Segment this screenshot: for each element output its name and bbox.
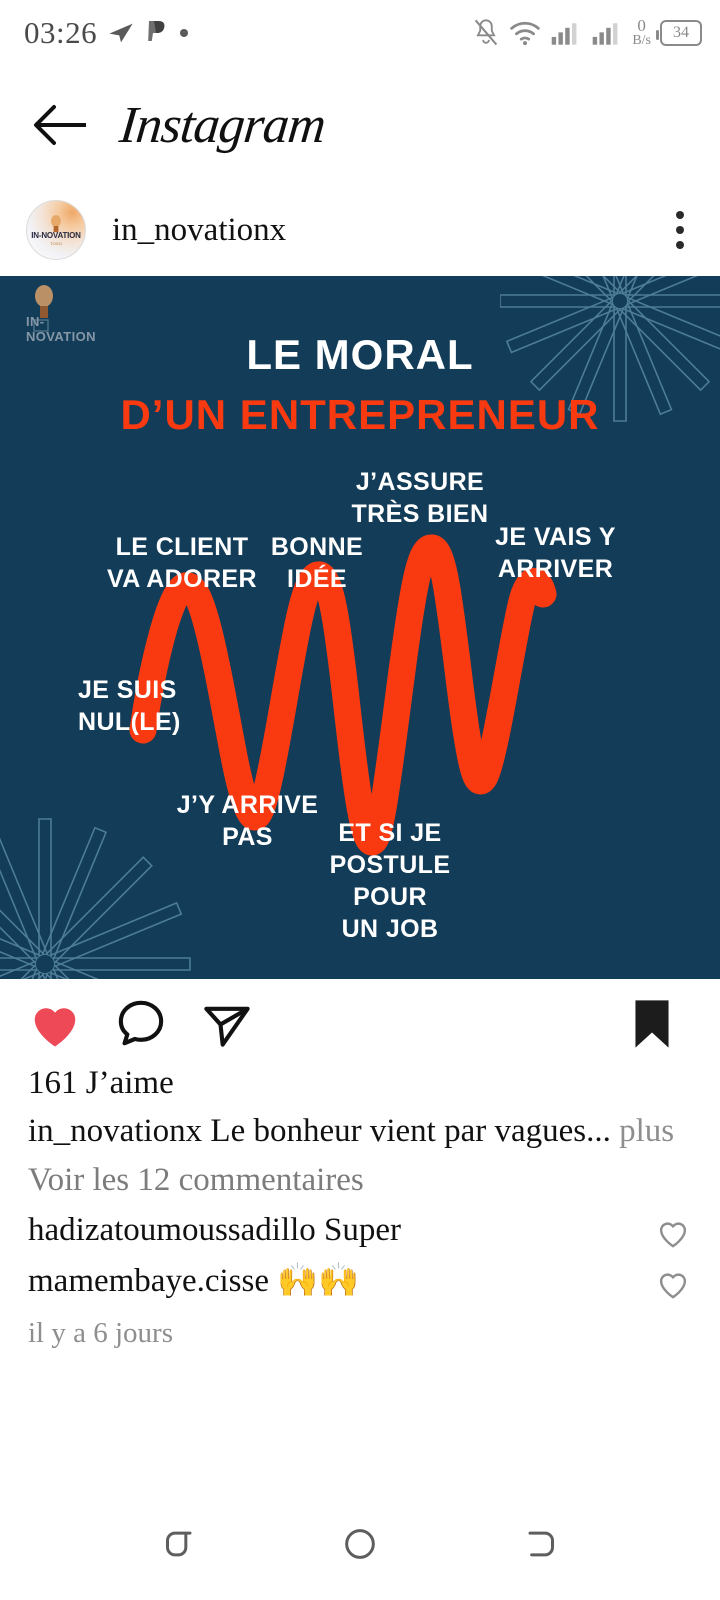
avatar[interactable]: IN-NOVATION TOGO — [26, 200, 86, 260]
notifications-muted-icon — [475, 19, 498, 46]
comment-icon — [118, 1000, 164, 1046]
status-bar-right: 0 B/s 34 — [472, 16, 702, 49]
share-button[interactable] — [184, 992, 270, 1056]
network-speed-unit: B/s — [632, 33, 651, 49]
like-button[interactable] — [28, 993, 98, 1055]
label-jassure-tres-bien: J’ASSURE TRÈS BIEN — [351, 468, 489, 528]
post-meta: 161 J’aime in_novationx Le bonheur vient… — [0, 1062, 720, 1350]
back-arrow-icon[interactable] — [30, 102, 92, 148]
watermark-text: IN-NOVATION — [26, 314, 96, 344]
avatar-brand-sub: TOGO — [50, 241, 62, 246]
battery-level: 34 — [673, 24, 689, 41]
watermark-logo: IN-NOVATION — [14, 282, 114, 344]
caption: in_novationx Le bonheur vient par vagues… — [28, 1110, 692, 1154]
comment-button[interactable] — [98, 992, 184, 1056]
heart-outline-icon — [659, 1222, 687, 1248]
avatar-brand-text: IN-NOVATION — [31, 231, 81, 240]
instagram-logo: Instagram — [117, 96, 328, 155]
comment-text: 🙌🙌 — [277, 1262, 360, 1299]
label-je-suis-nulle: JE SUIS NUL(LE) — [78, 676, 181, 736]
label-jy-arrive-pas: J’Y ARRIVE PAS — [176, 791, 319, 851]
lightbulb-icon — [51, 215, 61, 232]
starburst-decoration-bottom-left — [0, 809, 210, 979]
caption-username[interactable]: in_novationx — [28, 1112, 203, 1149]
caption-more-link[interactable]: plus — [619, 1112, 675, 1149]
signal-sim2-icon — [593, 23, 618, 45]
post-header: IN-NOVATION TOGO in_novationx — [0, 184, 720, 276]
telegram-icon — [109, 23, 133, 43]
comment-row: hadizatoumoussadillo Super — [28, 1209, 692, 1254]
app-bar: Instagram — [0, 66, 720, 184]
like-count[interactable]: 161 J’aime — [28, 1065, 174, 1101]
share-icon — [204, 1006, 250, 1047]
status-bar-left: 03:26 — [24, 15, 190, 51]
home-icon — [345, 1529, 375, 1559]
label-bonne-idee: BONNE IDÉE — [270, 533, 364, 593]
label-et-si-je-postule: ET SI JE POSTULE POUR UN JOB — [329, 819, 451, 943]
comment-username[interactable]: hadizatoumoussadillo — [28, 1211, 316, 1248]
comment-row: mamembaye.cisse 🙌🙌 — [28, 1260, 692, 1305]
label-le-client-va-adorer: LE CLIENT VA ADORER — [107, 533, 257, 593]
post-image[interactable]: IN-NOVATION — [0, 276, 720, 979]
save-button[interactable] — [614, 992, 690, 1056]
recents-icon — [166, 1531, 192, 1557]
battery-indicator: 34 — [656, 20, 702, 46]
caption-text: Le bonheur vient par vagues... — [210, 1112, 611, 1149]
signal-sim1-icon — [552, 23, 577, 45]
network-speed-value: 0 — [637, 16, 646, 36]
network-speed: 0 B/s — [632, 16, 651, 49]
heart-outline-icon — [659, 1273, 687, 1299]
comment-content: hadizatoumoussadillo Super — [28, 1209, 401, 1253]
back-icon — [528, 1531, 554, 1557]
post-timestamp: il y a 6 jours — [28, 1316, 173, 1349]
dot-icon — [180, 29, 189, 37]
comment-username[interactable]: mamembaye.cisse — [28, 1262, 269, 1299]
image-title-line2: D’UN ENTREPRENEUR — [120, 391, 600, 438]
bookmark-filled-icon — [635, 1000, 669, 1048]
starburst-decoration-top-right — [500, 276, 720, 472]
app-title: Instagram — [117, 96, 328, 154]
heart-filled-icon — [34, 1008, 76, 1047]
more-options-icon[interactable] — [668, 203, 692, 257]
wifi-icon — [510, 21, 541, 46]
image-title-line1: LE MORAL — [246, 331, 474, 378]
post-username[interactable]: in_novationx — [112, 211, 287, 248]
comment-text: Super — [324, 1211, 402, 1248]
comment-like-button[interactable] — [656, 1209, 692, 1254]
label-je-vais-y-arriver: JE VAIS Y ARRIVER — [495, 523, 616, 583]
back-button[interactable] — [498, 1512, 582, 1576]
home-button[interactable] — [318, 1512, 402, 1576]
recents-button[interactable] — [138, 1512, 222, 1576]
android-navigation-bar — [0, 1488, 720, 1600]
status-bar: 03:26 — [0, 0, 720, 66]
comment-content: mamembaye.cisse 🙌🙌 — [28, 1260, 359, 1304]
view-all-comments-link[interactable]: Voir les 12 commentaires — [28, 1162, 364, 1199]
post-actions — [0, 979, 720, 1069]
paypal-icon — [148, 21, 165, 41]
morale-zigzag-line — [129, 534, 557, 856]
comment-like-button[interactable] — [656, 1260, 692, 1305]
status-bar-clock: 03:26 — [24, 15, 98, 50]
